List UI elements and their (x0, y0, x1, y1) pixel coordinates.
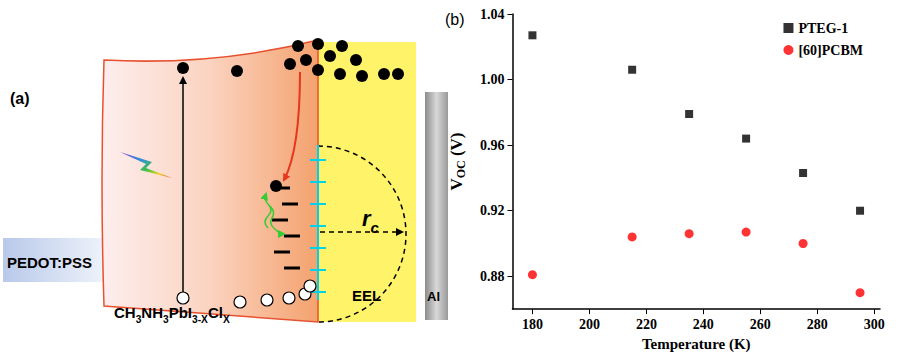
svg-text:PEDOT:PSS: PEDOT:PSS (7, 254, 92, 271)
svg-text:260: 260 (750, 317, 771, 332)
svg-text:1.04: 1.04 (480, 7, 505, 22)
svg-text:180: 180 (522, 317, 543, 332)
svg-text:rc: rc (362, 206, 380, 236)
svg-text:240: 240 (693, 317, 714, 332)
svg-text:EEL: EEL (352, 287, 381, 304)
svg-text:0.88: 0.88 (480, 269, 505, 284)
svg-text:(a): (a) (10, 90, 30, 107)
svg-text:(V): (V) (447, 132, 466, 160)
svg-text:OC: OC (454, 160, 468, 178)
svg-text:280: 280 (807, 317, 828, 332)
svg-text:V: V (447, 178, 466, 191)
svg-text:200: 200 (579, 317, 600, 332)
svg-text:(b): (b) (445, 11, 465, 28)
svg-text:[60]PCBM: [60]PCBM (798, 43, 863, 58)
svg-text:0.96: 0.96 (480, 138, 505, 153)
svg-text:220: 220 (636, 317, 657, 332)
svg-text:Temperature (K): Temperature (K) (642, 336, 751, 353)
svg-text:0.92: 0.92 (480, 203, 505, 218)
svg-text:PTEG-1: PTEG-1 (798, 21, 848, 36)
svg-text:300: 300 (864, 317, 885, 332)
svg-text:Al: Al (427, 289, 440, 304)
svg-text:1.00: 1.00 (480, 72, 505, 87)
svg-text:CH3NH3PbI3-XClX: CH3NH3PbI3-XClX (114, 304, 230, 325)
